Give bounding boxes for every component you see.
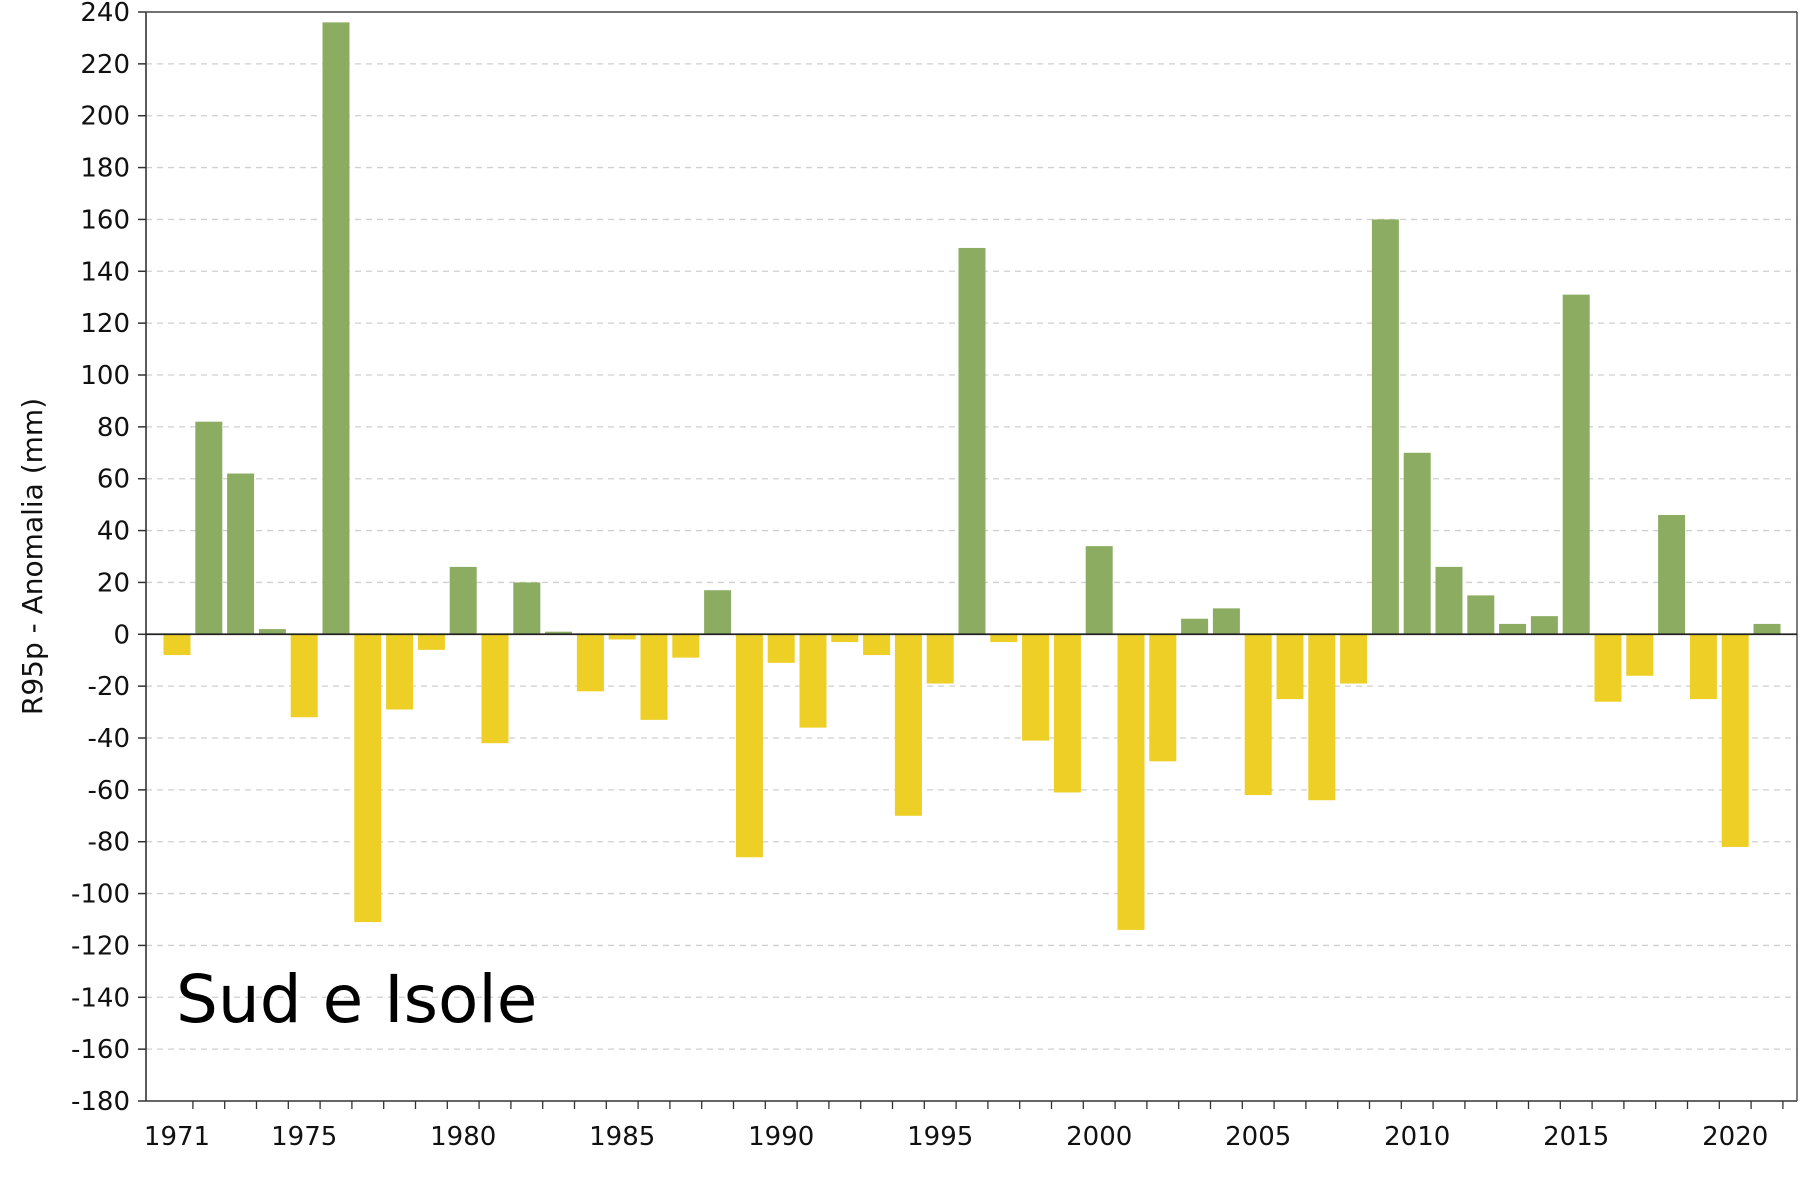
y-tick-label: -180 <box>71 1087 130 1117</box>
x-tick-label: 1985 <box>589 1122 655 1152</box>
bar-2007 <box>1308 634 1336 801</box>
bar-2004 <box>1212 608 1240 635</box>
bar-1980 <box>449 566 477 635</box>
y-tick-label: 80 <box>97 413 130 443</box>
bar-2014 <box>1530 616 1558 635</box>
bar-2019 <box>1689 634 1717 700</box>
bar-1977 <box>354 634 382 923</box>
bar-2000 <box>1085 546 1113 635</box>
y-tick-label: -140 <box>71 983 130 1013</box>
bar-1985 <box>608 634 636 640</box>
bar-2010 <box>1403 452 1431 635</box>
x-tick-label: 1990 <box>748 1122 814 1152</box>
bar-1986 <box>640 634 668 720</box>
bar-2015 <box>1562 294 1590 635</box>
bar-2005 <box>1244 634 1272 796</box>
y-tick-label: -160 <box>71 1035 130 1065</box>
bar-1995 <box>926 634 954 684</box>
bar-1999 <box>1053 634 1081 793</box>
x-tick-label: 2000 <box>1066 1122 1132 1152</box>
y-tick-label: 0 <box>113 620 130 650</box>
bar-1984 <box>576 634 604 692</box>
y-tick-label: -100 <box>71 880 130 910</box>
bar-1979 <box>417 634 445 650</box>
x-tick-label: 2010 <box>1384 1122 1450 1152</box>
bar-2017 <box>1626 634 1654 676</box>
gridlines <box>146 63 1797 1050</box>
x-tick-label: 2015 <box>1543 1122 1609 1152</box>
x-tick-label: 2020 <box>1702 1122 1768 1152</box>
bar-2020 <box>1721 634 1749 847</box>
y-tick-label: 100 <box>80 361 130 391</box>
bar-1998 <box>1022 634 1050 741</box>
region-annotation: Sud e Isole <box>176 961 537 1038</box>
bar-1976 <box>322 22 350 635</box>
y-tick-label: 120 <box>80 309 130 339</box>
bar-1991 <box>799 634 827 728</box>
bar-1990 <box>767 634 795 663</box>
x-tick-label: 2005 <box>1225 1122 1291 1152</box>
x-tick-labels: 1971 1975 1980 1985 1990 1995 2000 2005 2010 2015… <box>144 1122 1768 1152</box>
y-tick-label: -60 <box>88 776 130 806</box>
bar-1982 <box>513 582 541 635</box>
bar-2018 <box>1658 515 1686 635</box>
bar-2012 <box>1467 595 1495 635</box>
x-tick-label: 1971 <box>144 1122 210 1152</box>
y-tick-label: 220 <box>80 50 130 80</box>
y-tick-labels: 240220200180160140120100806040200-20-40-… <box>71 0 130 1117</box>
y-tick-label: -40 <box>88 724 130 754</box>
y-tick-label: 40 <box>97 517 130 547</box>
x-tick-label: 1995 <box>907 1122 973 1152</box>
bar-2021 <box>1753 623 1781 635</box>
y-tick-label: -20 <box>88 672 130 702</box>
bar-1973 <box>227 473 255 635</box>
bar-1978 <box>386 634 414 710</box>
bar-1993 <box>863 634 891 656</box>
y-tick-label: 240 <box>80 0 130 28</box>
bar-1974 <box>258 629 286 635</box>
bar-1981 <box>481 634 509 744</box>
x-tick-label: 1975 <box>271 1122 337 1152</box>
bar-1992 <box>831 634 859 643</box>
bar-1994 <box>894 634 922 816</box>
y-axis-label: R95p - Anomalia (mm) <box>16 398 49 715</box>
y-tick-label: 20 <box>97 568 130 598</box>
bar-2002 <box>1149 634 1177 762</box>
bar-1987 <box>672 634 700 658</box>
bar-1996 <box>958 247 986 635</box>
bar-2009 <box>1371 219 1399 635</box>
y-tick-label: 180 <box>80 154 130 184</box>
bar-2016 <box>1594 634 1622 702</box>
bar-2003 <box>1181 618 1209 635</box>
x-tick-label: 1980 <box>430 1122 496 1152</box>
axes <box>138 11 1798 1109</box>
bar-2013 <box>1499 623 1527 635</box>
bars <box>163 22 1781 930</box>
y-tick-label: 140 <box>80 257 130 287</box>
bar-1983 <box>545 631 573 635</box>
bar-2006 <box>1276 634 1304 700</box>
y-tick-label: -120 <box>71 931 130 961</box>
bar-1972 <box>195 421 223 635</box>
bar-1989 <box>735 634 763 858</box>
bar-2001 <box>1117 634 1145 930</box>
bar-1975 <box>290 634 318 718</box>
y-tick-label: -80 <box>88 828 130 858</box>
bar-1988 <box>704 590 732 635</box>
bar-2008 <box>1340 634 1368 684</box>
y-tick-label: 60 <box>97 465 130 495</box>
bar-1997 <box>990 634 1018 643</box>
bar-2011 <box>1435 566 1463 635</box>
y-tick-label: 200 <box>80 102 130 132</box>
y-tick-label: 160 <box>80 205 130 235</box>
bar-1971 <box>163 634 191 656</box>
